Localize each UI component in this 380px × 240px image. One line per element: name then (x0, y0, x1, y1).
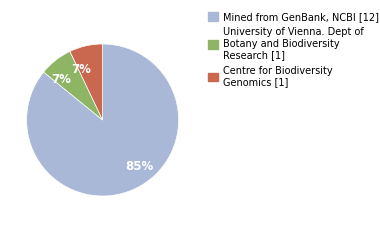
Text: 7%: 7% (51, 73, 71, 86)
Legend: Mined from GenBank, NCBI [12], University of Vienna. Dept of
Botany and Biodiver: Mined from GenBank, NCBI [12], Universit… (206, 10, 380, 89)
Text: 7%: 7% (71, 63, 91, 76)
Text: 85%: 85% (125, 160, 153, 173)
Wedge shape (70, 44, 103, 120)
Wedge shape (27, 44, 179, 196)
Wedge shape (44, 51, 103, 120)
